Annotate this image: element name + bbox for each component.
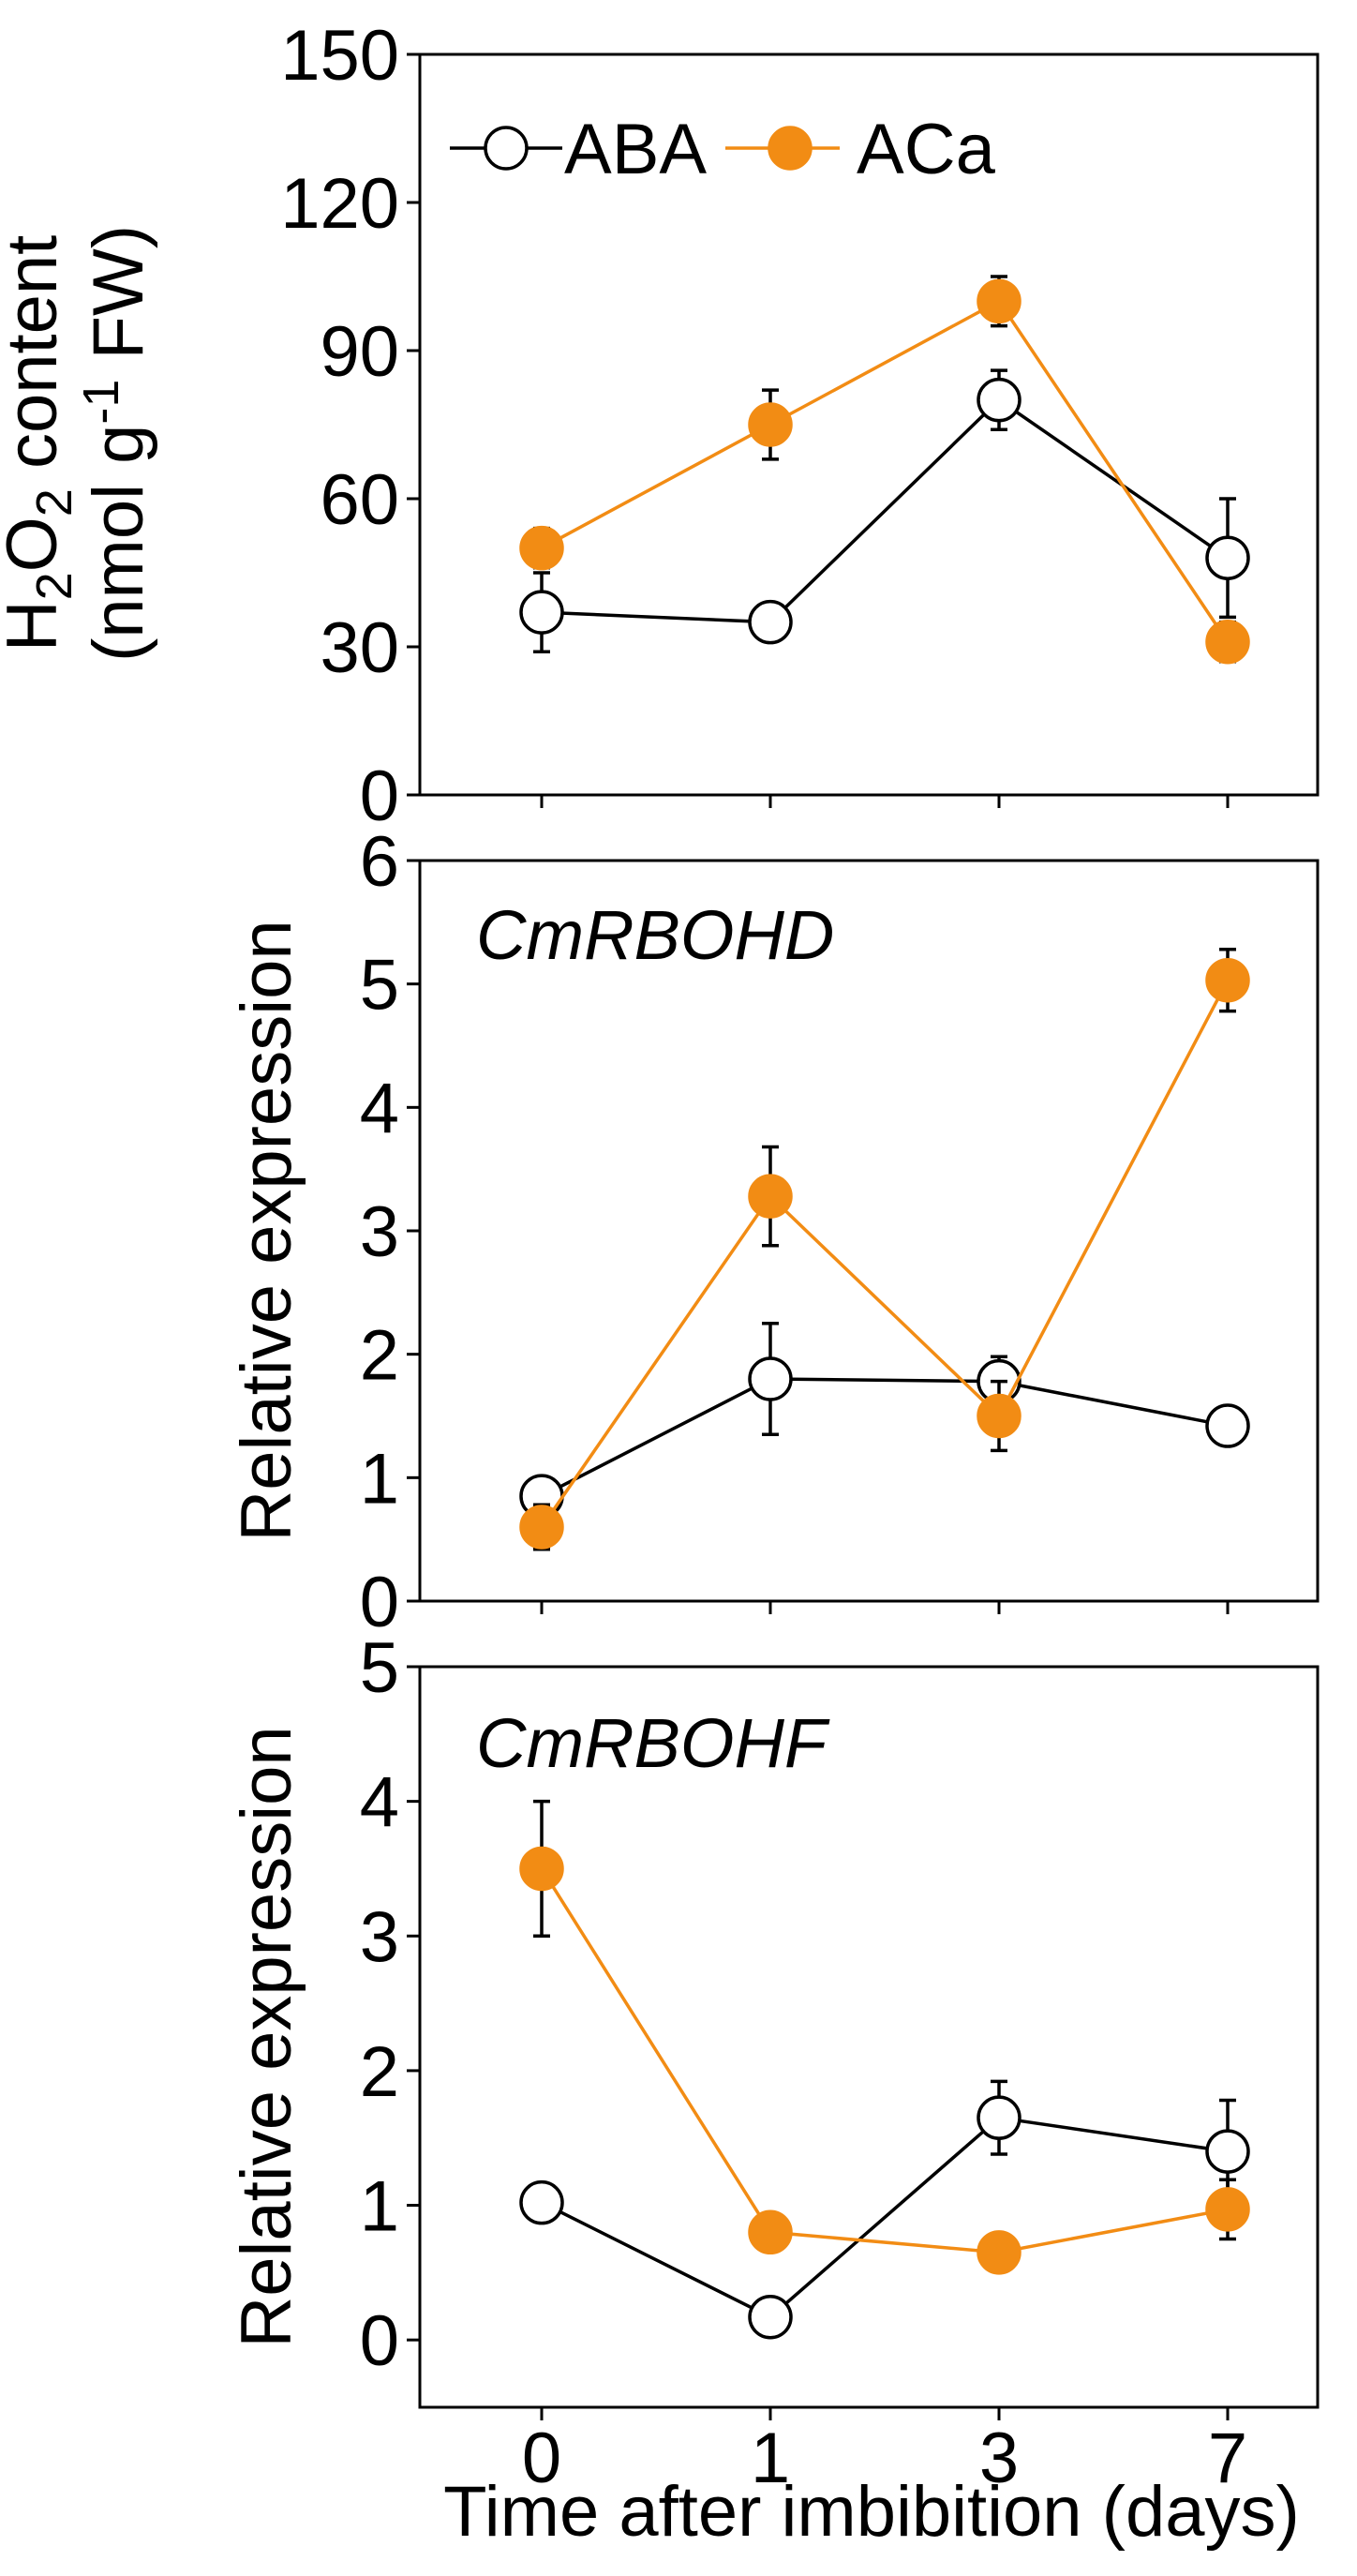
series-line-aca — [541, 299, 1230, 643]
panel-rbohf-gene-label: CmRBOHF — [476, 1704, 830, 1782]
data-point-aca — [977, 2230, 1021, 2275]
x-axis: 0 1 3 7 — [522, 2419, 1247, 2498]
legend-aca-marker — [768, 126, 813, 171]
y-tick-label: 150 — [280, 16, 399, 96]
y-tick-label: 120 — [280, 164, 399, 244]
y-tick-label: 30 — [320, 608, 399, 688]
data-point-aba — [748, 2295, 793, 2340]
series-line-aca — [540, 979, 1230, 1528]
panel-h2o2-frame — [418, 52, 1320, 797]
data-point-aba — [1205, 535, 1250, 580]
series-line-aba — [541, 2116, 1229, 2319]
series-line-aca — [540, 1867, 1229, 2254]
y-tick-label: 60 — [320, 460, 399, 540]
data-point-aca — [1205, 2187, 1250, 2232]
ylabel-h: H — [0, 600, 72, 651]
legend-aba-marker — [484, 126, 529, 171]
ylabel-content: content — [0, 235, 72, 488]
x-tick-label: 7 — [1208, 2419, 1247, 2498]
y-tick-label: 6 — [360, 822, 399, 902]
x-axis-title: Time after imbibition (days) — [443, 2472, 1300, 2552]
y-tick-label: 1 — [360, 1439, 399, 1519]
panel-rbohd-series — [519, 948, 1250, 1551]
data-point-aca — [748, 1174, 793, 1219]
panel-rbohf-series — [519, 1799, 1250, 2340]
panel-rbohd-ticks: 0 1 2 3 4 5 6 — [360, 822, 1230, 1642]
ylabel-subscript-2a: 2 — [26, 572, 82, 600]
ylabel-superscript: -1 — [73, 380, 129, 425]
data-point-aca — [519, 525, 564, 571]
panel-h2o2-ylabel-line2: (nmol g-1 FW) — [73, 225, 158, 662]
data-point-aba — [977, 2095, 1021, 2140]
y-tick-label: 0 — [360, 756, 399, 836]
panel-rbohf-frame — [418, 1665, 1320, 2409]
series-line-aba — [541, 397, 1229, 624]
panel-rbohf: 0 1 2 3 4 5 CmRBOHF Relative expression — [227, 1628, 1320, 2420]
y-tick-label: 0 — [360, 1563, 399, 1642]
data-point-aba — [748, 1356, 793, 1401]
y-tick-label: 2 — [360, 1316, 399, 1396]
x-tick-label: 3 — [979, 2419, 1019, 2498]
ylabel-subscript-2b: 2 — [26, 488, 82, 517]
y-tick-label: 3 — [360, 1897, 399, 1977]
y-tick-label: 0 — [360, 2301, 399, 2381]
data-point-aba — [748, 599, 793, 645]
panel-h2o2-ticks: 0 30 60 90 120 150 — [280, 16, 1230, 836]
data-point-aba — [519, 590, 564, 635]
ylabel-units-end: FW) — [79, 225, 158, 380]
data-point-aba — [1205, 1403, 1250, 1448]
x-tick-label: 0 — [522, 2419, 561, 2498]
data-point-aba — [519, 2179, 564, 2225]
data-point-aca — [1205, 619, 1250, 665]
panel-rbohd-gene-label: CmRBOHD — [476, 896, 834, 974]
data-point-aba — [977, 377, 1021, 423]
data-point-aca — [748, 402, 793, 447]
y-tick-label: 4 — [360, 1069, 399, 1148]
panel-rbohf-ticks: 0 1 2 3 4 5 — [360, 1628, 1230, 2420]
panel-rbohd-ylabel: Relative expression — [227, 920, 306, 1541]
data-point-aca — [519, 1846, 564, 1892]
legend-aca-label: ACa — [857, 110, 996, 189]
data-point-aca — [977, 1393, 1021, 1439]
panel-h2o2-series — [519, 275, 1250, 665]
y-tick-label: 4 — [360, 1763, 399, 1843]
panel-rbohd: 0 1 2 3 4 5 6 CmRBOHD Relative expression — [227, 822, 1320, 1642]
y-tick-label: 5 — [360, 946, 399, 1026]
data-point-aca — [519, 1505, 564, 1550]
panel-h2o2-ylabel-line1: H2O2 content — [0, 235, 82, 652]
series-line-aba — [541, 1377, 1229, 1498]
ylabel-units-start: (nmol g — [79, 425, 158, 662]
legend-aba-label: ABA — [564, 110, 707, 189]
y-tick-label: 1 — [360, 2167, 399, 2247]
y-tick-label: 90 — [320, 312, 399, 392]
data-point-aca — [748, 2209, 793, 2255]
ylabel-o: O — [0, 517, 72, 572]
y-tick-label: 5 — [360, 1628, 399, 1708]
data-point-aca — [1205, 957, 1250, 1003]
data-point-aba — [1205, 2129, 1250, 2174]
y-tick-label: 3 — [360, 1192, 399, 1272]
panel-rbohf-ylabel: Relative expression — [227, 1726, 306, 2347]
data-point-aca — [977, 278, 1021, 324]
legend: ABA ACa — [450, 110, 996, 189]
x-tick-label: 1 — [751, 2419, 790, 2498]
y-tick-label: 2 — [360, 2032, 399, 2112]
